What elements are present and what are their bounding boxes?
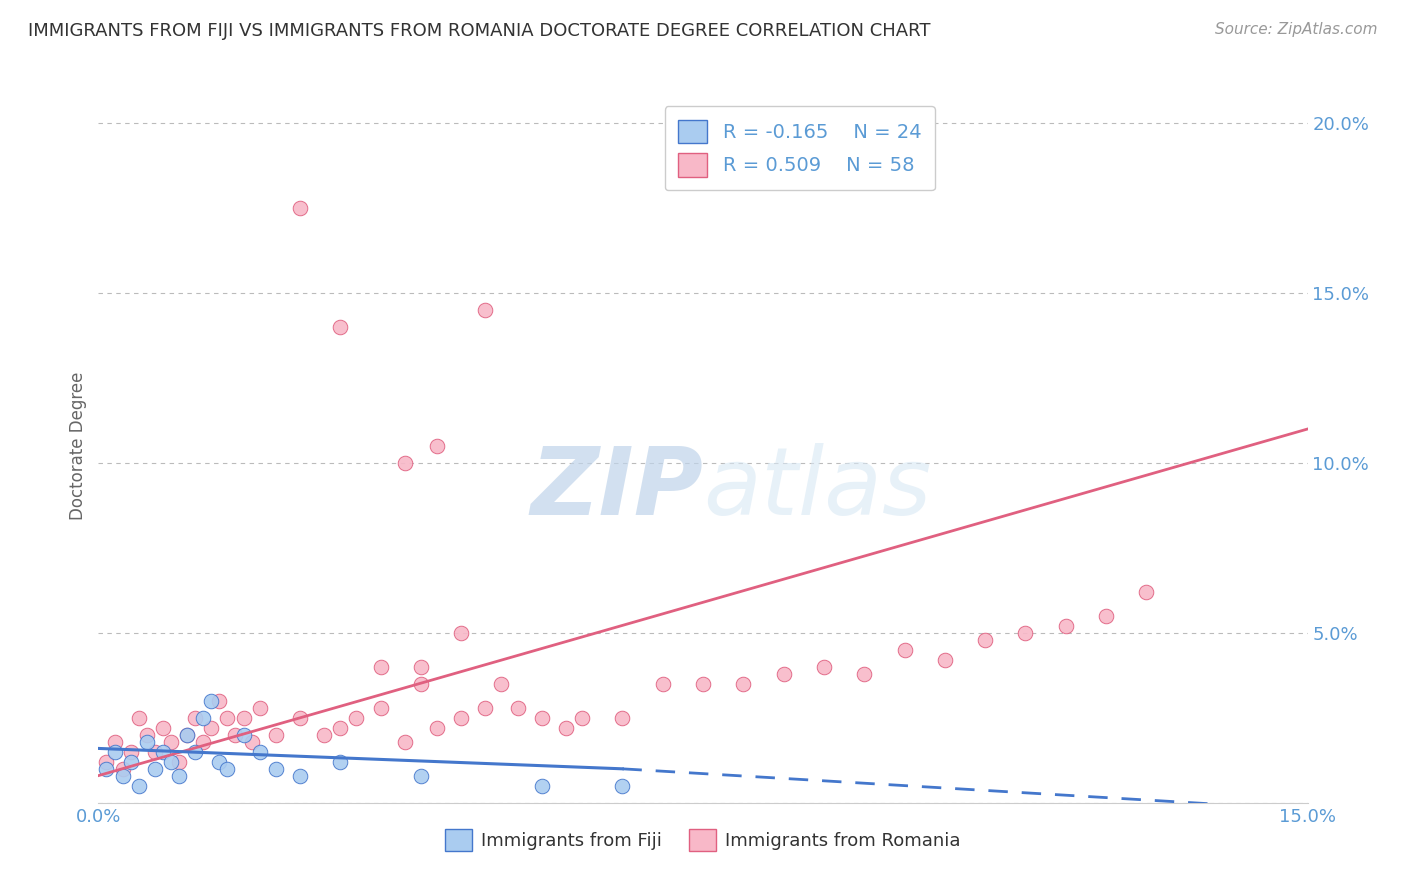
Point (128, 711, 150, 725)
Point (370, 700, 392, 714)
Point (111, 762, 134, 776)
Point (152, 721, 174, 735)
Point (329, 721, 352, 735)
Point (394, 456, 416, 470)
Text: Source: ZipAtlas.com: Source: ZipAtlas.com (1215, 22, 1378, 37)
Point (120, 755, 142, 769)
Point (143, 762, 166, 776)
Point (692, 677, 714, 691)
Point (612, 779, 634, 793)
Point (571, 711, 593, 725)
Point (200, 694, 222, 708)
Point (893, 643, 915, 657)
Point (176, 728, 198, 742)
Point (426, 721, 449, 735)
Point (506, 700, 529, 714)
Point (474, 303, 496, 318)
Point (651, 677, 673, 691)
Point (853, 666, 876, 681)
Point (200, 721, 222, 735)
Point (249, 745, 271, 759)
Point (409, 677, 432, 691)
Point (217, 711, 239, 725)
Point (184, 711, 207, 725)
Point (193, 734, 215, 748)
Point (555, 721, 578, 735)
Point (329, 755, 352, 769)
Point (111, 769, 134, 783)
Point (224, 728, 246, 742)
Point (288, 201, 311, 215)
Point (1054, 619, 1077, 633)
Text: atlas: atlas (703, 443, 931, 534)
Point (1095, 608, 1118, 623)
Point (264, 762, 287, 776)
Point (264, 728, 287, 742)
Point (135, 734, 157, 748)
Point (1135, 585, 1157, 599)
Point (491, 677, 513, 691)
Point (288, 711, 311, 725)
Point (409, 769, 432, 783)
Point (120, 745, 142, 759)
Point (143, 745, 166, 759)
Point (772, 666, 794, 681)
Point (329, 320, 352, 334)
Point (344, 711, 367, 725)
Point (232, 728, 254, 742)
Point (96, 755, 118, 769)
Point (314, 728, 336, 742)
Point (974, 632, 997, 647)
Point (450, 711, 472, 725)
Point (152, 745, 174, 759)
Point (103, 745, 125, 759)
Point (288, 769, 311, 783)
Point (370, 660, 392, 674)
Point (167, 755, 190, 769)
Point (176, 728, 198, 742)
Point (96, 762, 118, 776)
Point (934, 653, 956, 667)
Y-axis label: Doctorate Degree: Doctorate Degree (69, 372, 87, 520)
Point (813, 660, 835, 674)
Point (208, 755, 231, 769)
Point (474, 700, 496, 714)
Point (530, 779, 553, 793)
Point (232, 711, 254, 725)
Point (208, 694, 231, 708)
Point (193, 711, 215, 725)
Point (160, 755, 183, 769)
Point (217, 762, 239, 776)
Text: IMMIGRANTS FROM FIJI VS IMMIGRANTS FROM ROMANIA DOCTORATE DEGREE CORRELATION CHA: IMMIGRANTS FROM FIJI VS IMMIGRANTS FROM … (28, 22, 931, 40)
Point (184, 745, 207, 759)
Point (1014, 626, 1036, 640)
Point (167, 769, 190, 783)
Point (450, 626, 472, 640)
Point (135, 728, 157, 742)
Point (103, 734, 125, 748)
Point (733, 677, 755, 691)
Point (249, 700, 271, 714)
Point (128, 779, 150, 793)
Legend: Immigrants from Fiji, Immigrants from Romania: Immigrants from Fiji, Immigrants from Ro… (437, 822, 969, 858)
Point (530, 711, 553, 725)
Text: ZIP: ZIP (530, 442, 703, 535)
Point (426, 439, 449, 453)
Point (612, 711, 634, 725)
Point (160, 734, 183, 748)
Point (394, 734, 416, 748)
Point (409, 660, 432, 674)
Point (240, 734, 263, 748)
